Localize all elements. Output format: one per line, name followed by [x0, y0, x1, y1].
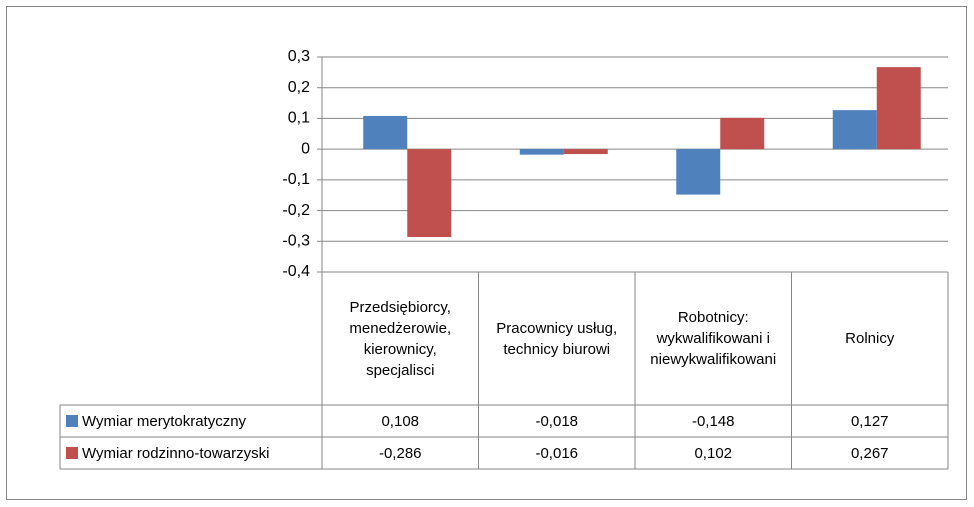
bar	[676, 149, 721, 195]
bar	[519, 149, 564, 155]
table-value: 0,127	[850, 412, 889, 430]
y-tick-label: -0,2	[282, 202, 310, 219]
y-tick-label: -0,3	[282, 233, 310, 250]
legend-label: Wymiar merytokratyczny	[82, 412, 247, 430]
category-label: Pracownicy usług, technicy biurowi	[496, 319, 618, 358]
table-value: 0,102	[694, 444, 733, 462]
category-label: Przedsiębiorcy, menedżerowie, kierownicy…	[349, 298, 452, 379]
table-value: -0,018	[535, 412, 579, 430]
table-value: 0,108	[381, 412, 420, 430]
bar	[720, 117, 765, 150]
y-tick-label: 0,3	[288, 48, 310, 65]
bar	[563, 149, 608, 155]
table-value: -0,016	[535, 444, 579, 462]
y-tick-label: 0,2	[288, 79, 310, 96]
category-label: Rolnicy	[845, 330, 895, 347]
bar	[363, 115, 408, 150]
bar	[876, 67, 921, 150]
table-value: 0,267	[850, 444, 889, 462]
table-value: -0,286	[378, 444, 422, 462]
category-label: Robotnicy: wykwalifikowani i niewykwalif…	[650, 309, 777, 368]
table-value: -0,148	[691, 412, 735, 430]
bar	[407, 149, 452, 237]
y-tick-label: 0	[301, 140, 310, 157]
y-tick-label: 0,1	[288, 110, 310, 127]
legend-label: Wymiar rodzinno-towarzyski	[82, 444, 270, 462]
y-tick-label: -0,1	[282, 171, 310, 188]
y-tick-label: -0,4	[282, 263, 310, 280]
bar	[832, 110, 877, 150]
legend-key	[66, 415, 78, 427]
legend-key	[66, 447, 78, 459]
chart-frame	[6, 6, 967, 500]
